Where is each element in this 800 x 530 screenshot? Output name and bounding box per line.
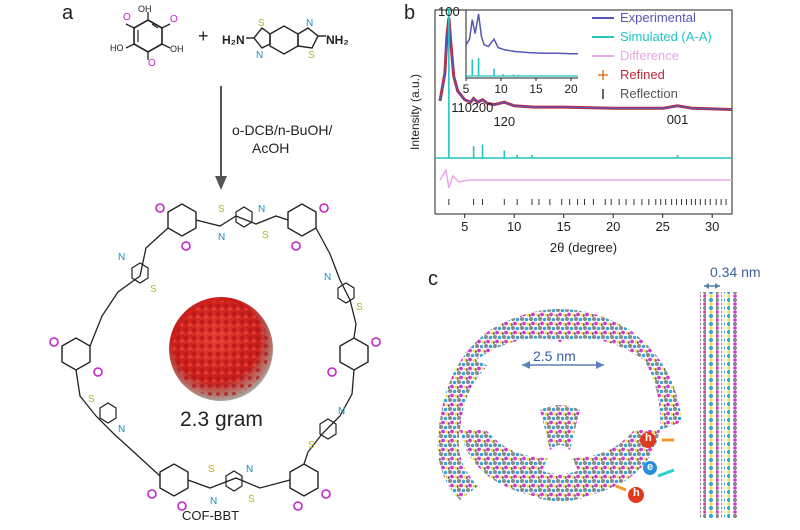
inset-x-tick-label: 5 (463, 82, 470, 96)
peak-label: 200 (472, 100, 494, 115)
electron-label: e (647, 461, 654, 473)
conditions-line-2: AcOH (252, 140, 290, 156)
conditions-line-1: o-DCB/n-BuOH/ (232, 122, 333, 138)
legend-label-reflection: Reflection (620, 86, 678, 101)
legend-label-refined: Refined (620, 67, 665, 82)
svg-text:S: S (308, 440, 315, 451)
pxrd-chart: 5 10 15 20 25 30 2θ (degree) Intensity (a.u.) 10… (408, 4, 733, 255)
panel-a-letter: a (62, 2, 74, 24)
svg-text:N: N (258, 204, 265, 215)
interlayer-distance-label: 0.34 nm (710, 264, 761, 280)
svg-text:N: N (210, 496, 217, 507)
layer-stack-side-view (700, 283, 738, 518)
peak-label: 110 (451, 100, 472, 115)
svg-text:N: N (338, 406, 345, 417)
plot-frame (434, 9, 733, 215)
difference-curve (439, 167, 732, 189)
svg-text:N: N (306, 18, 313, 29)
svg-text:HO: HO (110, 43, 124, 53)
photo-mass-label: 2.3 gram (180, 408, 263, 431)
inset-x-tick-label: 20 (564, 82, 578, 96)
inset-x-tick-label: 10 (494, 82, 508, 96)
reactant-bbt-diamine: S N N S (246, 18, 326, 61)
svg-text:N: N (118, 252, 125, 263)
panel-c-letter: c (428, 268, 438, 290)
svg-text:S: S (248, 494, 255, 505)
svg-text:OH: OH (138, 4, 152, 14)
x-tick-label: 10 (507, 219, 521, 234)
x-tick-label: 25 (655, 219, 669, 234)
svg-text:N: N (256, 50, 263, 61)
inset-axes (465, 10, 578, 79)
svg-text:N: N (324, 272, 331, 283)
panel-b-letter: b (404, 2, 416, 24)
legend-label-experimental: Experimental (620, 10, 696, 25)
x-axis-label: 2θ (degree) (550, 240, 617, 255)
y-axis-label: Intensity (a.u.) (408, 74, 422, 150)
svg-text:S: S (258, 18, 265, 29)
hole-label-1: h (645, 432, 652, 444)
svg-text:O: O (123, 12, 131, 23)
svg-text:O: O (170, 14, 178, 25)
cof-framework-structure: S N N S N S N S S N N S S N N S (49, 203, 381, 511)
peak-label: 001 (667, 112, 689, 127)
reaction-plus: + (198, 26, 209, 46)
svg-text:S: S (308, 50, 315, 61)
experimental-curve (439, 17, 733, 111)
svg-text:S: S (262, 230, 269, 241)
pore-size-label: 2.5 nm (533, 348, 576, 364)
svg-text:S: S (218, 204, 225, 215)
x-tick-label: 30 (705, 219, 719, 234)
reactant-aldehyde: O OH O HO OH O (110, 4, 184, 69)
reaction-arrow (215, 86, 227, 190)
svg-text:O: O (148, 58, 156, 69)
svg-text:OH: OH (170, 44, 184, 54)
inset-experimental-curve (465, 13, 578, 55)
cof-pore-model (437, 309, 682, 503)
product-name-label: COF-BBT (182, 508, 240, 523)
inset-x-tick-label: 15 (529, 82, 543, 96)
svg-text:S: S (88, 394, 95, 405)
legend-label-difference: Difference (620, 48, 679, 63)
x-tick-label: 5 (461, 219, 468, 234)
svg-text:N: N (218, 232, 225, 243)
x-tick-label: 20 (606, 219, 620, 234)
hole-label-2: h (633, 487, 640, 499)
peak-label: 100 (438, 4, 460, 19)
x-tick-label: 15 (556, 219, 570, 234)
amine-right-label: NH₂ (326, 33, 349, 47)
svg-text:N: N (118, 424, 125, 435)
legend-label-simulated: Simulated (A-A) (620, 29, 712, 44)
amine-left-label: H₂N (222, 33, 245, 47)
svg-text:S: S (208, 464, 215, 475)
peak-label: 120 (493, 114, 515, 129)
svg-text:N: N (246, 464, 253, 475)
cof-powder-photo (169, 297, 273, 401)
svg-text:S: S (150, 284, 157, 295)
svg-text:S: S (356, 302, 363, 313)
